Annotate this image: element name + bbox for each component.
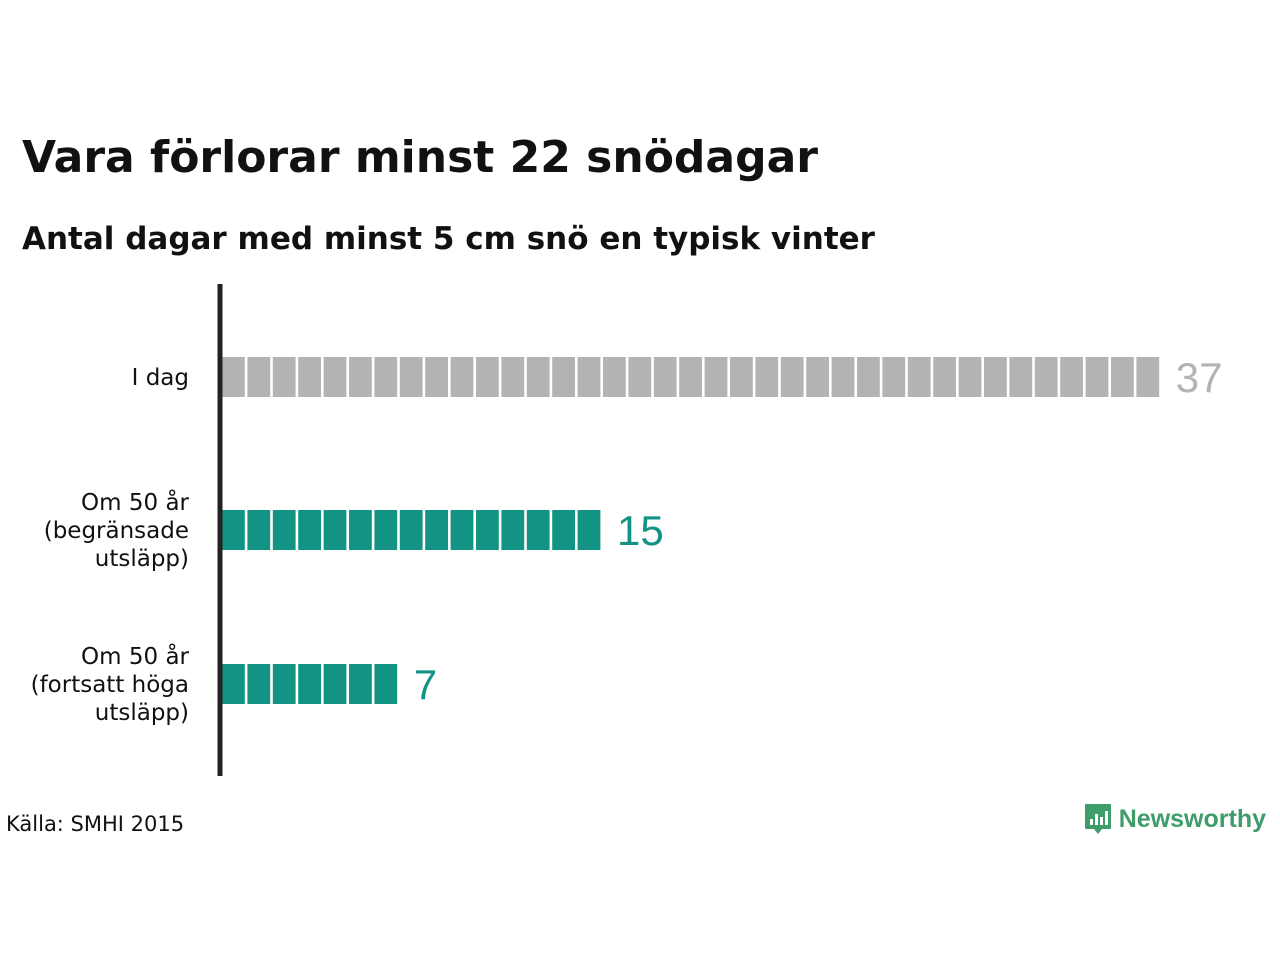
category-label: (fortsatt höga [31, 672, 189, 698]
bar-unit-block [933, 357, 956, 397]
bar-unit-block [323, 664, 347, 704]
chart-title: Vara förlorar minst 22 snödagar [22, 132, 818, 183]
category-label: (begränsade [44, 518, 189, 544]
bar-unit-block [222, 664, 245, 704]
bar-unit-block [984, 357, 1007, 397]
brand-name: Newsworthy [1118, 805, 1266, 833]
bar-unit-block [374, 357, 398, 397]
bar-unit-block [577, 510, 601, 550]
bar-unit-block [349, 664, 372, 704]
category-label: Om 50 år [81, 488, 189, 516]
bar-unit-block [704, 357, 728, 397]
bar-unit-block [755, 357, 779, 397]
bar-unit-block [552, 357, 575, 397]
data-label: 7 [414, 661, 437, 708]
bar-unit-block [476, 510, 499, 550]
bar-unit-block [222, 510, 245, 550]
bar-unit-block [730, 357, 753, 397]
bar-unit-block [526, 357, 550, 397]
bar-unit-block [323, 357, 347, 397]
bar-unit-block [298, 510, 321, 550]
bar-unit-block [476, 357, 499, 397]
bar-unit-block [450, 357, 474, 397]
category-label: Om 50 år [81, 642, 189, 670]
data-label: 15 [617, 507, 664, 554]
bar-unit-block [374, 510, 398, 550]
category-label: utsläpp) [95, 546, 189, 572]
bar-unit-block [780, 357, 804, 397]
bar-unit-block [1111, 357, 1134, 397]
brand-logo: Newsworthy [1083, 802, 1266, 836]
bar-unit-block [222, 357, 245, 397]
bar-unit-block [857, 357, 880, 397]
bar-unit-block [425, 510, 448, 550]
bar-unit-block [399, 357, 423, 397]
bar-unit-block [272, 510, 296, 550]
bar-unit-block [323, 510, 347, 550]
bar-unit-block [831, 357, 855, 397]
chart-subtitle: Antal dagar med minst 5 cm snö en typisk… [22, 221, 875, 257]
bar-unit-block [526, 510, 550, 550]
bar-unit-block [501, 357, 525, 397]
bar-unit-block [1085, 357, 1109, 397]
bar-unit-block [679, 357, 702, 397]
bar-unit-block [1034, 357, 1058, 397]
bar-unit-block [577, 357, 601, 397]
bar-unit-block [272, 357, 296, 397]
bar-unit-block [806, 357, 829, 397]
bar-unit-block [628, 357, 652, 397]
bar-unit-block [1009, 357, 1033, 397]
bar-unit-block [298, 357, 321, 397]
category-label: utsläpp) [95, 700, 189, 726]
bar-unit-block [247, 510, 271, 550]
newsworthy-logo-icon [1084, 804, 1111, 834]
bar-unit-block [1136, 357, 1160, 397]
bar-unit-block [247, 357, 271, 397]
bar-unit-block [1060, 357, 1083, 397]
bar-unit-block [882, 357, 906, 397]
bar-unit-block [653, 357, 677, 397]
bar-unit-block [349, 357, 372, 397]
data-label: 37 [1176, 354, 1223, 401]
category-label: I dag [132, 365, 189, 391]
bar-row: 37 I dag [132, 354, 1223, 401]
bar-unit-block [907, 357, 931, 397]
bar-unit-block [399, 510, 423, 550]
bar-unit-block [425, 357, 448, 397]
bar-unit-block [272, 664, 296, 704]
bar-unit-block [450, 510, 474, 550]
bar-unit-block [501, 510, 525, 550]
bar-unit-block [552, 510, 575, 550]
bar-unit-block [247, 664, 271, 704]
source-note: Källa: SMHI 2015 [6, 812, 185, 836]
bar-unit-block [958, 357, 982, 397]
bar-unit-block [374, 664, 398, 704]
bar-unit-block [603, 357, 626, 397]
bar-unit-block [298, 664, 321, 704]
bar-unit-block [349, 510, 372, 550]
